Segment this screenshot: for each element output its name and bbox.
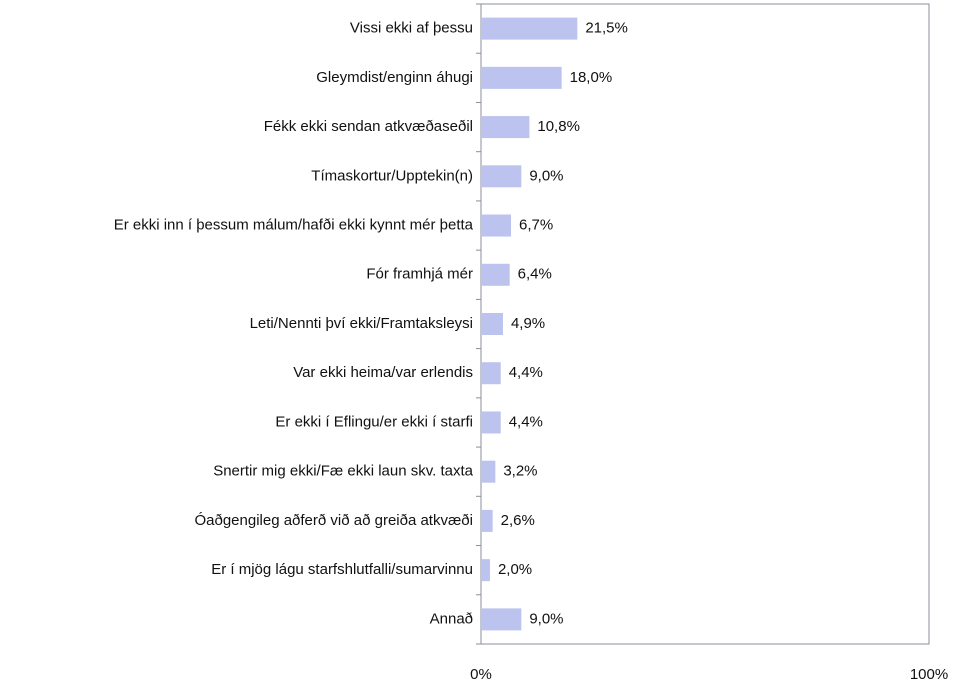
bar xyxy=(481,116,530,139)
value-label: 2,6% xyxy=(501,512,535,529)
x-tick-label: 0% xyxy=(470,666,492,683)
y-tick-label: Óaðgengileg aðferð við að greiða atkvæði xyxy=(194,512,473,529)
y-tick-label: Tímaskortur/Upptekin(n) xyxy=(311,167,473,184)
value-label: 21,5% xyxy=(585,20,628,37)
y-tick-label: Annað xyxy=(430,610,473,627)
y-tick-label: Gleymdist/enginn áhugi xyxy=(316,69,473,86)
value-label: 9,0% xyxy=(529,167,563,184)
y-tick-label: Er í mjög lágu starfshlutfalli/sumarvinn… xyxy=(211,561,473,578)
y-tick-label: Er ekki inn í þessum málum/hafði ekki ky… xyxy=(114,217,474,234)
bar xyxy=(481,460,496,483)
y-tick-label: Fór framhjá mér xyxy=(366,266,473,283)
bar xyxy=(481,313,503,335)
bar xyxy=(481,559,490,582)
bar xyxy=(481,165,522,188)
value-label: 3,2% xyxy=(503,463,537,480)
x-tick-label: 100% xyxy=(910,666,948,683)
value-label: 2,0% xyxy=(498,561,532,578)
value-label: 10,8% xyxy=(537,118,580,135)
bar xyxy=(481,66,562,89)
value-label: 6,7% xyxy=(519,217,553,234)
bar xyxy=(481,214,512,237)
value-label: 4,9% xyxy=(511,315,545,332)
y-tick-label: Var ekki heima/var erlendis xyxy=(293,364,473,381)
bar xyxy=(481,411,501,434)
y-tick-label: Snertir mig ekki/Fæ ekki laun skv. taxta xyxy=(213,463,473,480)
value-label: 18,0% xyxy=(570,69,613,86)
bar xyxy=(481,263,510,286)
bar xyxy=(481,362,501,385)
bar xyxy=(481,608,522,631)
y-tick-label: Fékk ekki sendan atkvæðaseðil xyxy=(264,118,473,135)
y-tick-label: Vissi ekki af þessu xyxy=(350,20,473,37)
value-label: 4,4% xyxy=(509,364,543,381)
value-label: 4,4% xyxy=(509,413,543,430)
value-label: 9,0% xyxy=(529,610,563,627)
bar xyxy=(481,17,578,40)
value-label: 6,4% xyxy=(518,266,552,283)
y-tick-label: Leti/Nennti því ekki/Framtaksleysi xyxy=(250,315,473,332)
bar xyxy=(481,509,493,532)
y-tick-label: Er ekki í Eflingu/er ekki í starfi xyxy=(275,413,473,430)
plot-area xyxy=(480,3,930,645)
